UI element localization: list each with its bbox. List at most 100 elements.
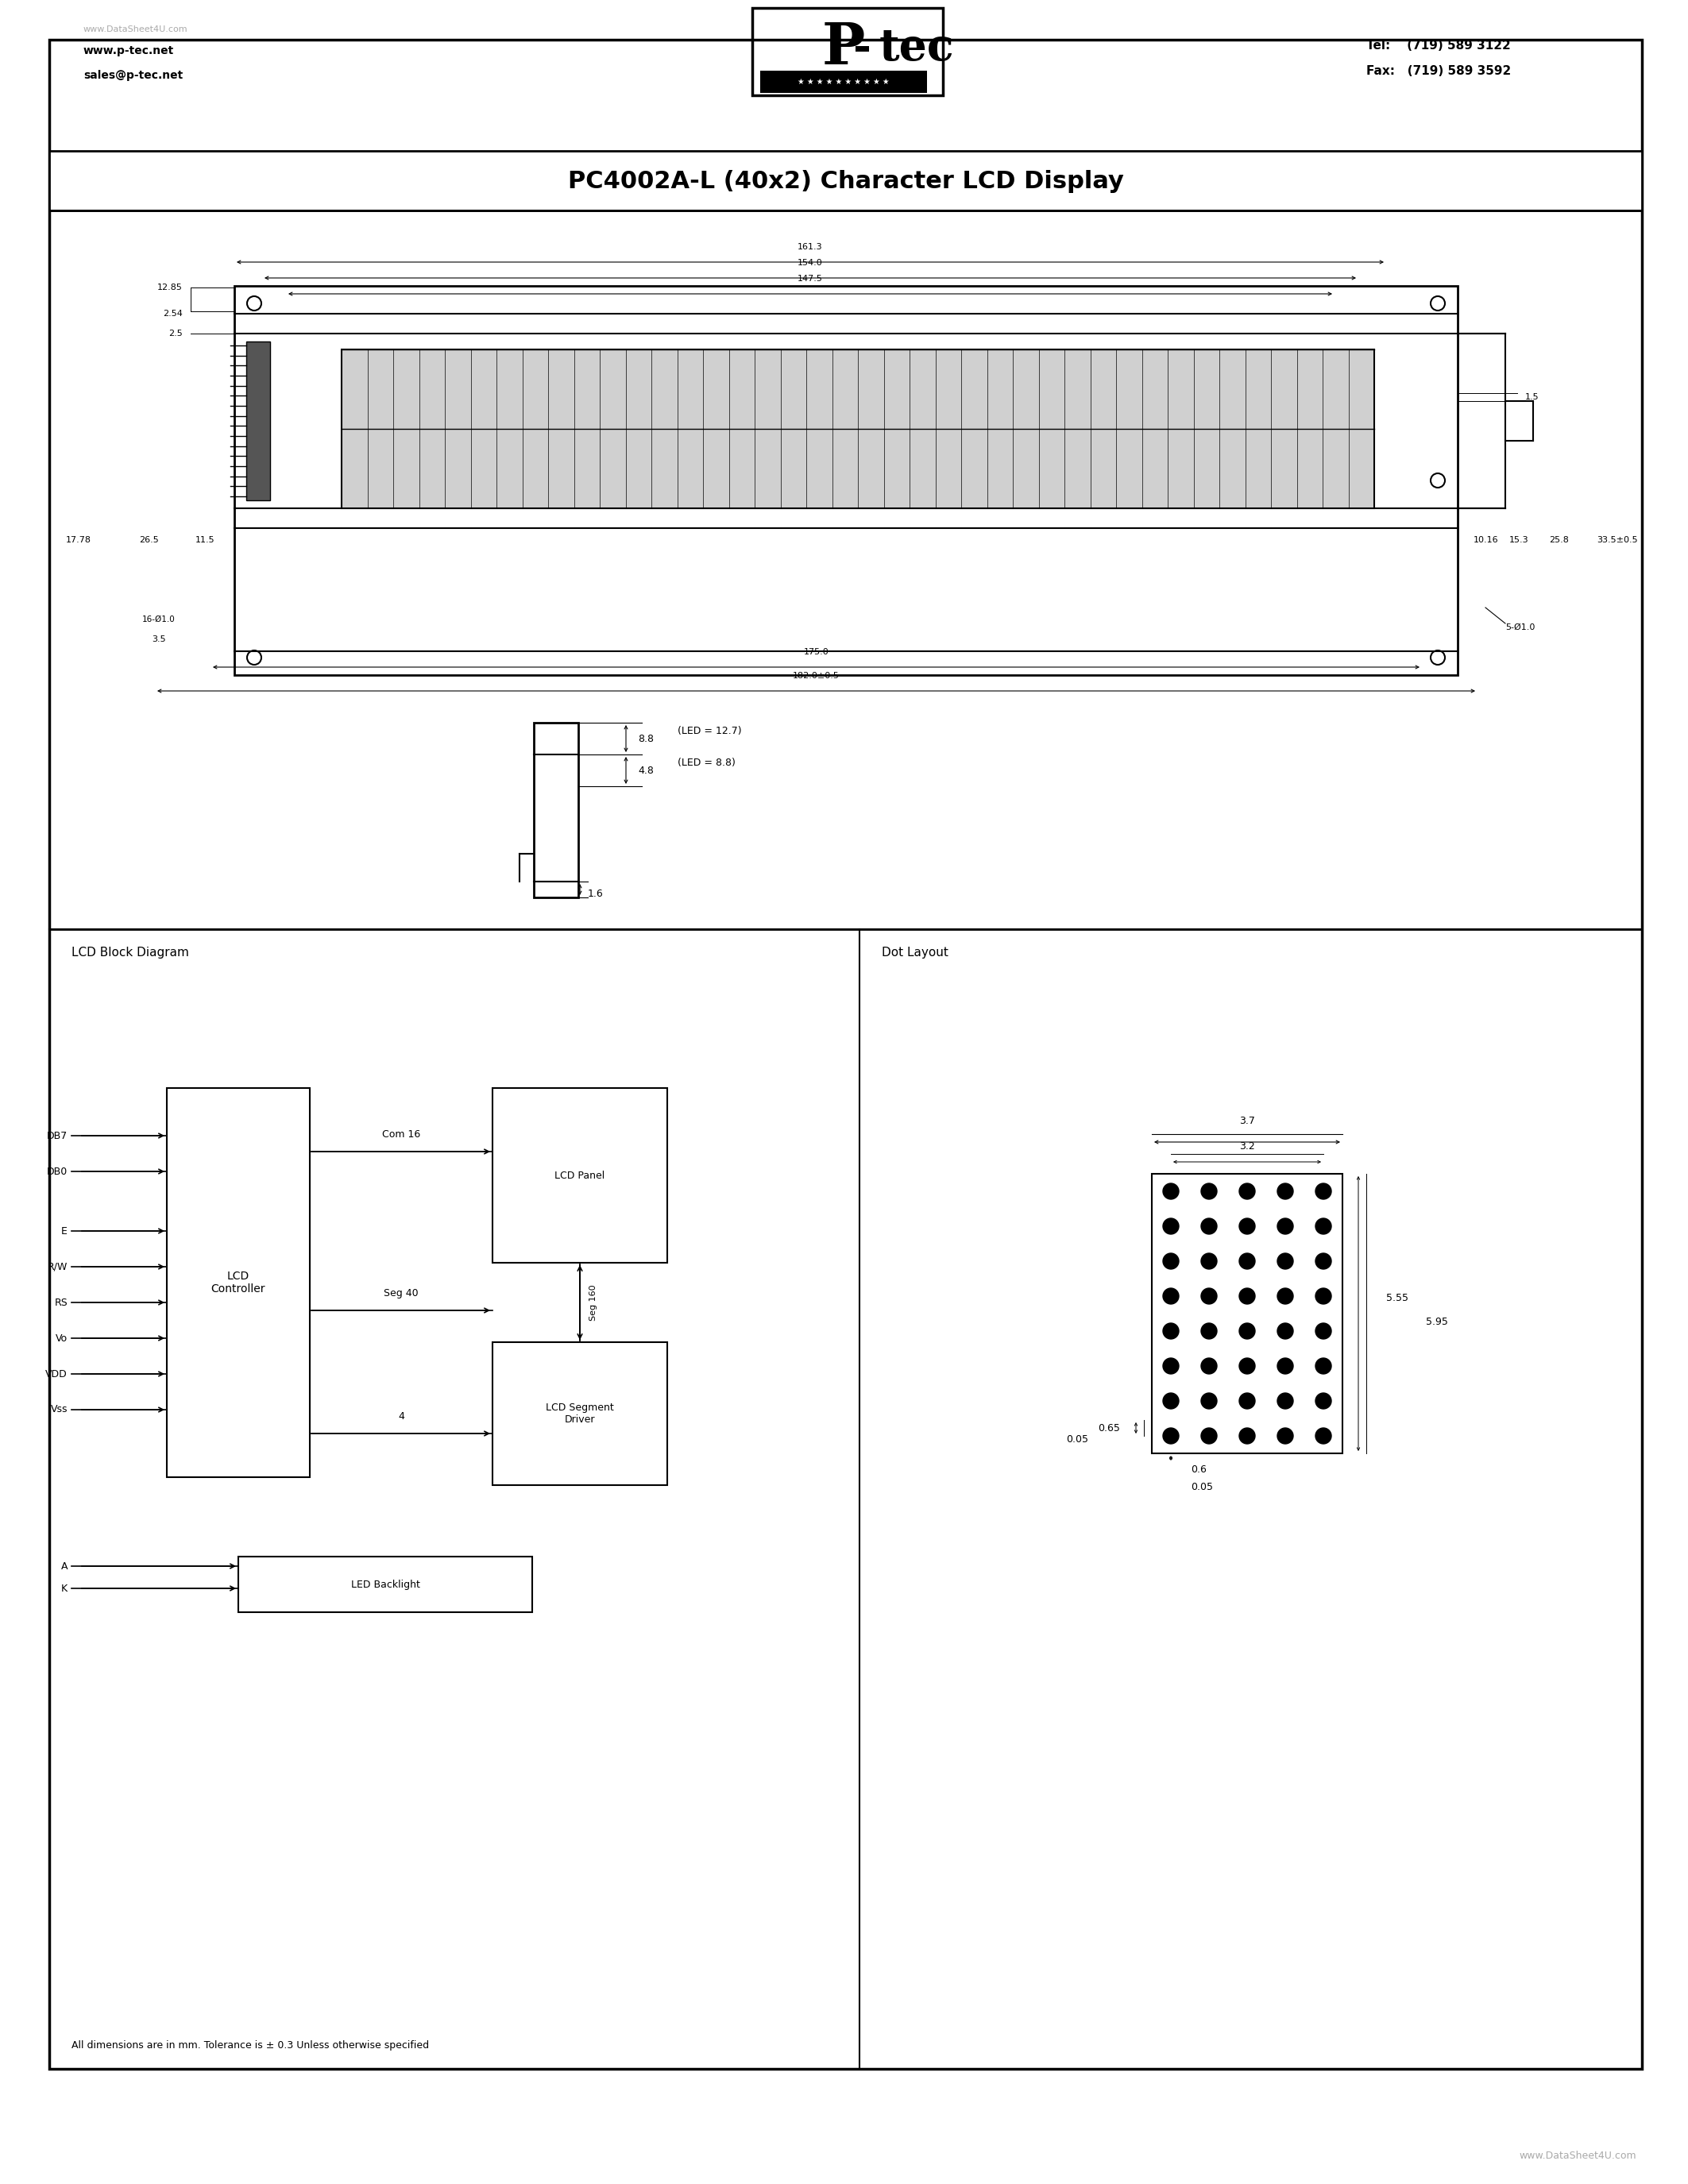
Circle shape [1315,1428,1332,1444]
Circle shape [1239,1358,1256,1374]
Text: LCD
Controller: LCD Controller [211,1271,265,1295]
Text: 0.65: 0.65 [1097,1422,1121,1433]
Text: 0.05: 0.05 [1067,1435,1089,1446]
Text: A: A [61,1562,68,1570]
Text: (LED = 12.7): (LED = 12.7) [677,725,741,736]
Text: 17.78: 17.78 [66,535,91,544]
Text: 26.5: 26.5 [138,535,159,544]
Bar [246,341,270,500]
Circle shape [1278,1184,1293,1199]
Text: E: E [61,1225,68,1236]
Circle shape [1278,1324,1293,1339]
Circle shape [1278,1428,1293,1444]
Text: Seg 40: Seg 40 [383,1289,419,1299]
Text: (LED = 8.8): (LED = 8.8) [677,758,736,767]
Circle shape [1202,1428,1217,1444]
Circle shape [1163,1184,1178,1199]
Circle shape [1163,1219,1178,1234]
Circle shape [1202,1358,1217,1374]
Text: 182.0±0.5: 182.0±0.5 [793,673,839,679]
Text: Fax:   (719) 589 3592: Fax: (719) 589 3592 [1366,66,1511,76]
Text: 8.8: 8.8 [638,734,653,745]
Text: 5-Ø1.0: 5-Ø1.0 [1506,622,1534,631]
Circle shape [1239,1428,1256,1444]
Text: Vss: Vss [51,1404,68,1415]
Circle shape [1163,1289,1178,1304]
Bar [753,9,944,96]
Text: 3.5: 3.5 [152,636,165,644]
Text: www.DataSheet4U.com: www.DataSheet4U.com [1519,2151,1636,2162]
Text: 3.7: 3.7 [1239,1116,1256,1127]
Circle shape [1239,1289,1256,1304]
Bar [167,1088,311,1476]
Text: Seg 160: Seg 160 [589,1284,598,1321]
Text: RS: RS [54,1297,68,1308]
Text: www.p-tec.net: www.p-tec.net [83,46,174,57]
Circle shape [1315,1254,1332,1269]
Text: K: K [61,1583,68,1594]
Text: 10.16: 10.16 [1474,535,1499,544]
Circle shape [1315,1324,1332,1339]
Circle shape [1239,1184,1256,1199]
Text: All dimensions are in mm. Tolerance is ± 0.3 Unless otherwise specified: All dimensions are in mm. Tolerance is ±… [71,2040,429,2051]
Bar [235,286,1458,675]
Circle shape [1278,1219,1293,1234]
Bar [760,70,927,94]
Text: 5.95: 5.95 [1426,1317,1448,1326]
Text: PC4002A-L (40x2) Character LCD Display: PC4002A-L (40x2) Character LCD Display [567,170,1124,192]
Circle shape [1278,1393,1293,1409]
Circle shape [1202,1219,1217,1234]
Circle shape [1239,1393,1256,1409]
Circle shape [1278,1289,1293,1304]
Text: 2.5: 2.5 [169,330,182,339]
Text: 25.8: 25.8 [1550,535,1568,544]
Circle shape [1315,1289,1332,1304]
Text: 0.6: 0.6 [1190,1463,1207,1474]
Text: 12.85: 12.85 [157,284,182,290]
Text: -: - [852,26,871,70]
Circle shape [1202,1393,1217,1409]
Text: Tel:    (719) 589 3122: Tel: (719) 589 3122 [1366,39,1511,52]
Bar [493,1343,667,1485]
Circle shape [1278,1254,1293,1269]
Bar [341,349,1374,509]
Circle shape [1163,1324,1178,1339]
Circle shape [1239,1219,1256,1234]
Circle shape [1202,1254,1217,1269]
Text: 11.5: 11.5 [194,535,214,544]
Circle shape [1315,1219,1332,1234]
Text: Com 16: Com 16 [381,1129,420,1140]
Text: sales@p-tec.net: sales@p-tec.net [83,70,182,81]
Circle shape [1239,1254,1256,1269]
Text: 2.54: 2.54 [164,310,182,317]
Text: LCD Block Diagram: LCD Block Diagram [71,946,189,959]
Circle shape [1163,1393,1178,1409]
Circle shape [1202,1184,1217,1199]
Text: 161.3: 161.3 [798,242,822,251]
Bar [1151,1173,1342,1452]
Text: LCD Panel: LCD Panel [555,1171,604,1182]
Circle shape [1202,1324,1217,1339]
Text: 147.5: 147.5 [798,275,824,282]
Text: P: P [822,20,866,76]
Text: Dot Layout: Dot Layout [881,946,949,959]
Text: tec: tec [879,26,954,70]
Circle shape [1315,1358,1332,1374]
Text: 5.55: 5.55 [1386,1293,1408,1304]
Bar [49,151,1642,210]
Circle shape [1278,1358,1293,1374]
Text: 4: 4 [398,1411,405,1422]
Text: 175.0: 175.0 [803,649,829,655]
Bar [493,1088,667,1262]
Text: 16-Ø1.0: 16-Ø1.0 [142,616,176,622]
Circle shape [1163,1428,1178,1444]
Text: R/W: R/W [47,1262,68,1271]
Text: 154.0: 154.0 [798,260,822,266]
Text: 0.05: 0.05 [1190,1481,1214,1492]
Bar [238,1557,532,1612]
Text: 15.3: 15.3 [1509,535,1529,544]
Text: LCD Segment
Driver: LCD Segment Driver [545,1402,614,1424]
Text: 3.2: 3.2 [1239,1142,1254,1151]
Text: 1.5: 1.5 [1526,393,1539,402]
Text: Vo: Vo [56,1332,68,1343]
